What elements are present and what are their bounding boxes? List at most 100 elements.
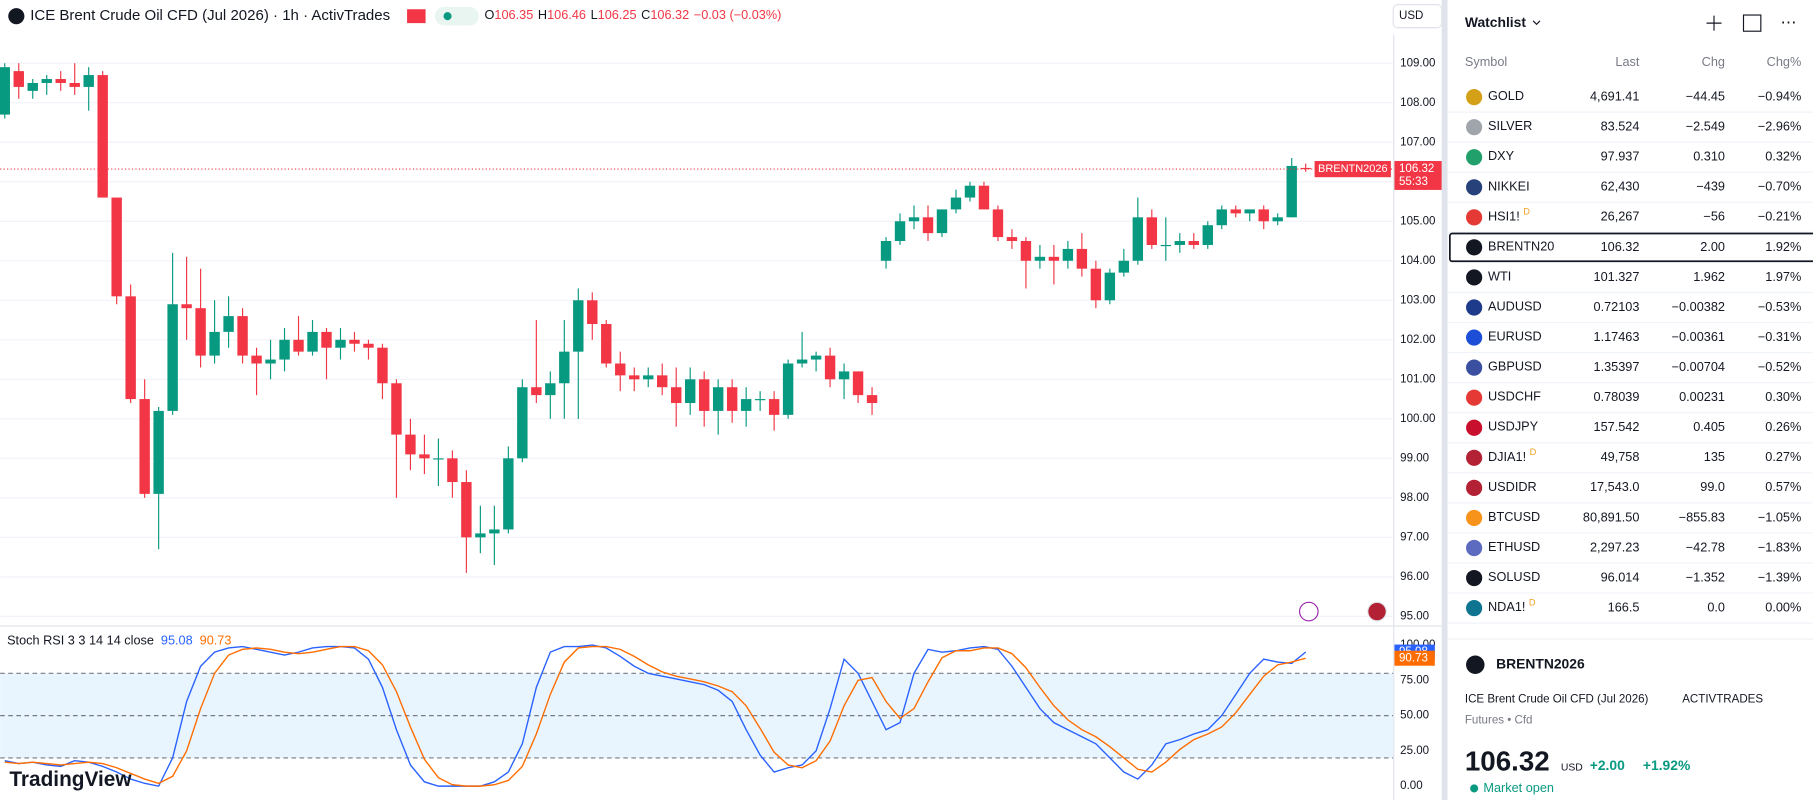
candle-body <box>1286 165 1297 218</box>
symbol-name: NIKKEI <box>1488 179 1530 194</box>
change: −855.83 <box>1679 509 1725 524</box>
change: −2.549 <box>1686 119 1725 134</box>
candle-body <box>55 79 66 83</box>
candle-body <box>1258 209 1269 222</box>
symbol[interactable]: BTCUSD <box>1488 509 1540 524</box>
candle-body <box>167 304 178 411</box>
symbol[interactable]: USDJPY <box>1488 419 1539 434</box>
details-symbol: BRENTN2026 <box>1496 655 1585 671</box>
symbol-icon <box>1466 149 1483 166</box>
change-percent: −0.21% <box>1758 209 1801 224</box>
candle-body <box>643 375 654 380</box>
symbol[interactable]: USDCHF <box>1488 389 1541 404</box>
candle-body <box>1174 241 1185 245</box>
event-icon[interactable] <box>1298 601 1319 622</box>
symbol-name: GBPUSD <box>1488 359 1542 374</box>
candle-body <box>111 197 122 297</box>
candle-body <box>405 434 416 455</box>
currency: USD <box>1399 10 1423 22</box>
event-icon[interactable] <box>1367 601 1387 622</box>
ohlc-value: 106.32 <box>650 8 689 23</box>
symbol[interactable]: GOLD <box>1488 88 1524 103</box>
y-tick-label: 107.00 <box>1400 136 1435 148</box>
change-percent: −1.83% <box>1758 539 1801 554</box>
change-percent: −0.53% <box>1758 299 1801 314</box>
symbol-icon <box>1466 539 1483 557</box>
symbol[interactable]: NDA1! D <box>1488 598 1536 615</box>
symbol-name: WTI <box>1488 269 1511 284</box>
candle-body <box>768 399 780 415</box>
flag[interactable] <box>407 9 426 24</box>
details-bg <box>1447 639 1813 800</box>
add-button[interactable] <box>1706 15 1722 31</box>
change: −56 <box>1703 209 1725 224</box>
symbol[interactable]: ETHUSD <box>1488 539 1540 554</box>
symbol[interactable]: GBPUSD <box>1488 359 1542 374</box>
y-tick-label: 101.00 <box>1400 373 1435 385</box>
symbol[interactable]: BRENTN20 <box>1488 239 1554 254</box>
details-change-percent: +1.92% <box>1643 757 1690 773</box>
last: 157.542 <box>1594 419 1640 434</box>
symbol-name: SILVER <box>1488 119 1532 134</box>
last: 26,267 <box>1601 209 1640 224</box>
symbol[interactable]: USDIDR <box>1488 479 1537 494</box>
change-percent: −1.05% <box>1758 509 1801 524</box>
candle-body <box>629 375 640 380</box>
y-tick-label: 103.00 <box>1400 294 1435 306</box>
last: 83.524 <box>1601 119 1640 134</box>
candle-body <box>615 363 626 376</box>
symbol[interactable]: HSI1! D <box>1488 207 1530 224</box>
change: −1.352 <box>1686 569 1725 584</box>
change-percent: 1.92% <box>1765 239 1801 254</box>
candle-body <box>125 296 136 400</box>
symbol-icon <box>1466 119 1483 136</box>
countdown: 55:33 <box>1399 176 1428 188</box>
candle-body <box>517 387 528 459</box>
candle-body <box>950 197 962 210</box>
candle-body <box>1160 244 1172 247</box>
change: −0.00382 <box>1672 299 1725 314</box>
change: 0.310 <box>1693 149 1725 164</box>
y-tick-label: 97.00 <box>1400 531 1429 543</box>
status-pill[interactable] <box>434 6 479 26</box>
symbol[interactable]: SOLUSD <box>1488 569 1540 584</box>
candle-body <box>671 387 682 404</box>
symbol[interactable]: DJIA1! D <box>1488 448 1537 465</box>
symbol-icon <box>1466 269 1483 286</box>
watchlist-title[interactable]: Watchlist <box>1465 14 1526 30</box>
candle-body <box>1216 209 1227 226</box>
candle-body <box>321 331 332 348</box>
change: −0.00361 <box>1672 329 1725 344</box>
change-percent: 0.00% <box>1765 599 1801 614</box>
candle-body <box>531 387 542 396</box>
symbol-name: GOLD <box>1488 88 1524 103</box>
chevron[interactable] <box>1532 20 1541 26</box>
candle-body <box>475 533 486 538</box>
candle-body <box>880 241 892 261</box>
symbol-icon <box>1466 600 1483 617</box>
symbol[interactable]: SILVER <box>1488 119 1532 134</box>
more-button[interactable]: ⋯ <box>1780 13 1796 31</box>
last: 80,891.50 <box>1583 509 1640 524</box>
candle-body <box>97 75 108 198</box>
details-exchange: ACTIVTRADES <box>1682 693 1763 705</box>
symbol-icon <box>1466 449 1483 466</box>
candle-body <box>978 185 990 210</box>
symbol[interactable]: NIKKEI <box>1488 179 1530 194</box>
details-status: Market open <box>1483 780 1554 795</box>
details-change: +2.00 <box>1590 757 1625 773</box>
symbol[interactable]: AUDUSD <box>1488 299 1542 314</box>
candle-body <box>1300 167 1311 170</box>
candle-body <box>824 355 836 380</box>
layout-button[interactable] <box>1742 14 1762 32</box>
symbol[interactable]: DXY <box>1488 149 1515 164</box>
candle-body <box>153 410 164 494</box>
symbol[interactable]: EURUSD <box>1488 329 1542 344</box>
symbol[interactable]: WTI <box>1488 269 1511 284</box>
candle-body <box>1020 241 1032 261</box>
ohlc-value: 106.35 <box>494 8 533 23</box>
candle-body <box>1118 260 1130 273</box>
status-dot <box>1470 784 1479 793</box>
candle-body <box>810 355 822 360</box>
